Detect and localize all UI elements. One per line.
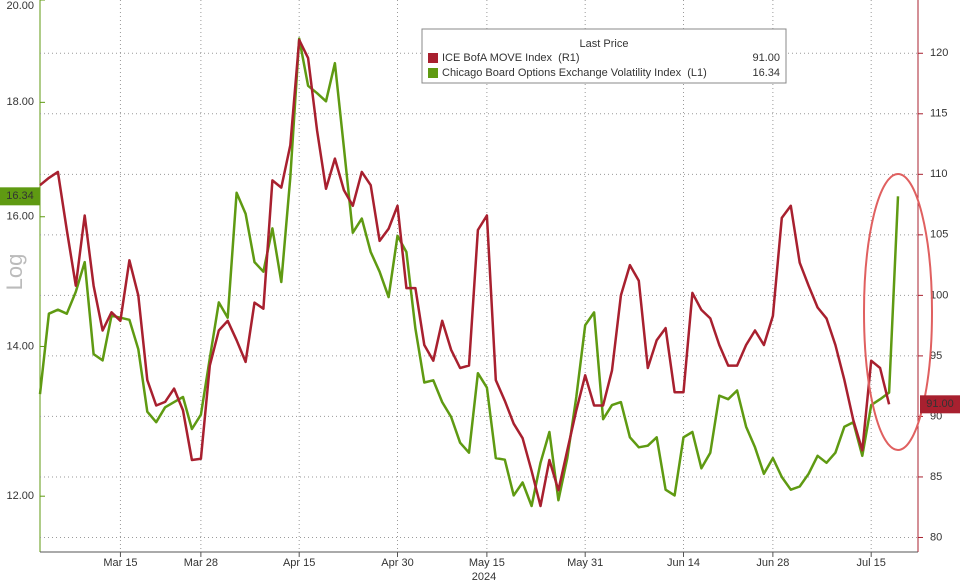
tag-box — [920, 395, 960, 414]
x-tick-label: Jul 15 — [857, 557, 886, 569]
y-tick-label: 16.00 — [6, 211, 34, 223]
y2-tick-label: 105 — [930, 229, 948, 241]
y2-tick-label: 100 — [930, 289, 948, 301]
legend-value: 16.34 — [752, 67, 780, 79]
y2-tick-label: 95 — [930, 350, 942, 362]
x-tick-label: Jun 14 — [667, 557, 700, 569]
y-tick-label: 20.00 — [6, 0, 34, 12]
y2-tick-label: 90 — [930, 410, 942, 422]
x-tick-label: Mar 15 — [103, 557, 137, 569]
x-tick-label: Jun 28 — [756, 557, 789, 569]
series-line — [38, 37, 900, 508]
last-value-tag: 91.00 — [920, 395, 960, 414]
y2-tick-label: 115 — [930, 108, 948, 120]
legend-label: Chicago Board Options Exchange Volatilit… — [442, 67, 707, 79]
y2-tick-label: 85 — [930, 471, 942, 483]
x-tick-label: May 31 — [567, 557, 603, 569]
legend-box — [421, 28, 787, 84]
legend-value: 91.00 — [752, 52, 780, 64]
x-tick-label: May 15 — [469, 557, 505, 569]
y-tick-label: 18.00 — [6, 96, 34, 108]
legend-swatch — [428, 53, 438, 63]
x-axis-year: 2024 — [472, 571, 496, 583]
x-tick-label: Apr 15 — [283, 557, 315, 569]
x-tick-label: Mar 28 — [184, 557, 218, 569]
tag-box — [0, 187, 40, 206]
y-tick-label: 14.00 — [6, 340, 34, 352]
series-line — [39, 38, 891, 508]
y2-tick-label: 120 — [930, 47, 948, 59]
x-tick-label: Apr 30 — [381, 557, 413, 569]
legend-title: Last Price — [580, 38, 629, 50]
tag-label: 16.34 — [6, 190, 34, 202]
legend-swatch — [428, 68, 438, 78]
legend-label: ICE BofA MOVE Index (R1) — [442, 52, 580, 64]
y-tick-label: 12.00 — [6, 490, 34, 502]
highlight-ellipse — [863, 173, 933, 451]
plot-area: 12.00 14.00 16.00 18.00 20.00 80 85 90 95 100 105 1… — [6, 0, 948, 569]
y-axis-label: Log — [2, 254, 27, 291]
last-value-tag: 16.34 — [0, 187, 40, 206]
tag-label: 91.00 — [926, 398, 954, 410]
y2-tick-label: 80 — [930, 531, 942, 543]
y2-tick-label: 110 — [930, 168, 948, 180]
